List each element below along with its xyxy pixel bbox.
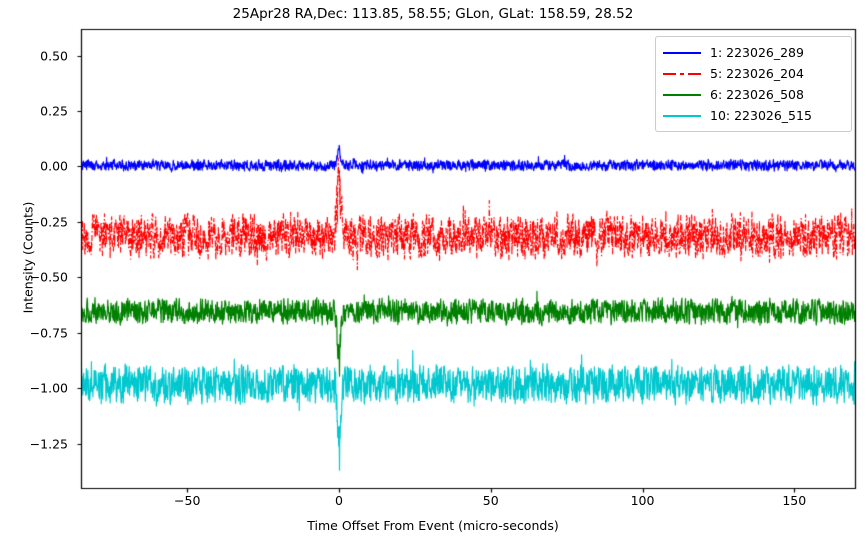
y-tick-label: −0.50 bbox=[29, 269, 68, 285]
y-tick-label: −1.25 bbox=[29, 436, 68, 452]
y-tick-label: −1.00 bbox=[29, 380, 68, 396]
legend-color-swatch bbox=[663, 110, 701, 122]
legend-color-swatch bbox=[663, 68, 701, 80]
legend: 1: 223026_289 5: 223026_204 6: 223026_508 1… bbox=[655, 36, 852, 132]
legend-item-label: 5: 223026_204 bbox=[710, 66, 804, 81]
legend-item: 5: 223026_204 bbox=[663, 63, 844, 84]
y-tick-label: −0.75 bbox=[29, 325, 68, 341]
y-axis-tick-labels: 0.50 0.25 0.00 −0.25 −0.50 −0.75 −1.00 −1.25 bbox=[12, 0, 68, 545]
y-tick-label: 0.50 bbox=[40, 48, 68, 64]
legend-item: 6: 223026_508 bbox=[663, 84, 844, 105]
x-axis-label: Time Offset From Event (micro-seconds) bbox=[307, 518, 559, 533]
legend-item: 1: 223026_289 bbox=[663, 42, 844, 63]
y-tick-label: −0.25 bbox=[29, 214, 68, 230]
x-tick-label: 150 bbox=[782, 493, 807, 508]
x-tick-label: −50 bbox=[174, 493, 201, 508]
y-tick-label: 0.00 bbox=[40, 158, 68, 174]
legend-color-swatch bbox=[663, 47, 701, 59]
y-tick-label: 0.25 bbox=[40, 103, 68, 119]
x-tick-label: 50 bbox=[482, 493, 499, 508]
x-tick-label: 100 bbox=[630, 493, 655, 508]
page-title: 25Apr28 RA,Dec: 113.85, 58.55; GLon, GLa… bbox=[232, 6, 634, 22]
legend-item-label: 1: 223026_289 bbox=[710, 45, 804, 60]
legend-color-swatch bbox=[663, 89, 701, 101]
x-tick-label: 0 bbox=[335, 493, 343, 508]
legend-item-label: 10: 223026_515 bbox=[710, 108, 812, 123]
legend-item: 10: 223026_515 bbox=[663, 105, 844, 126]
legend-item-label: 6: 223026_508 bbox=[710, 87, 804, 102]
